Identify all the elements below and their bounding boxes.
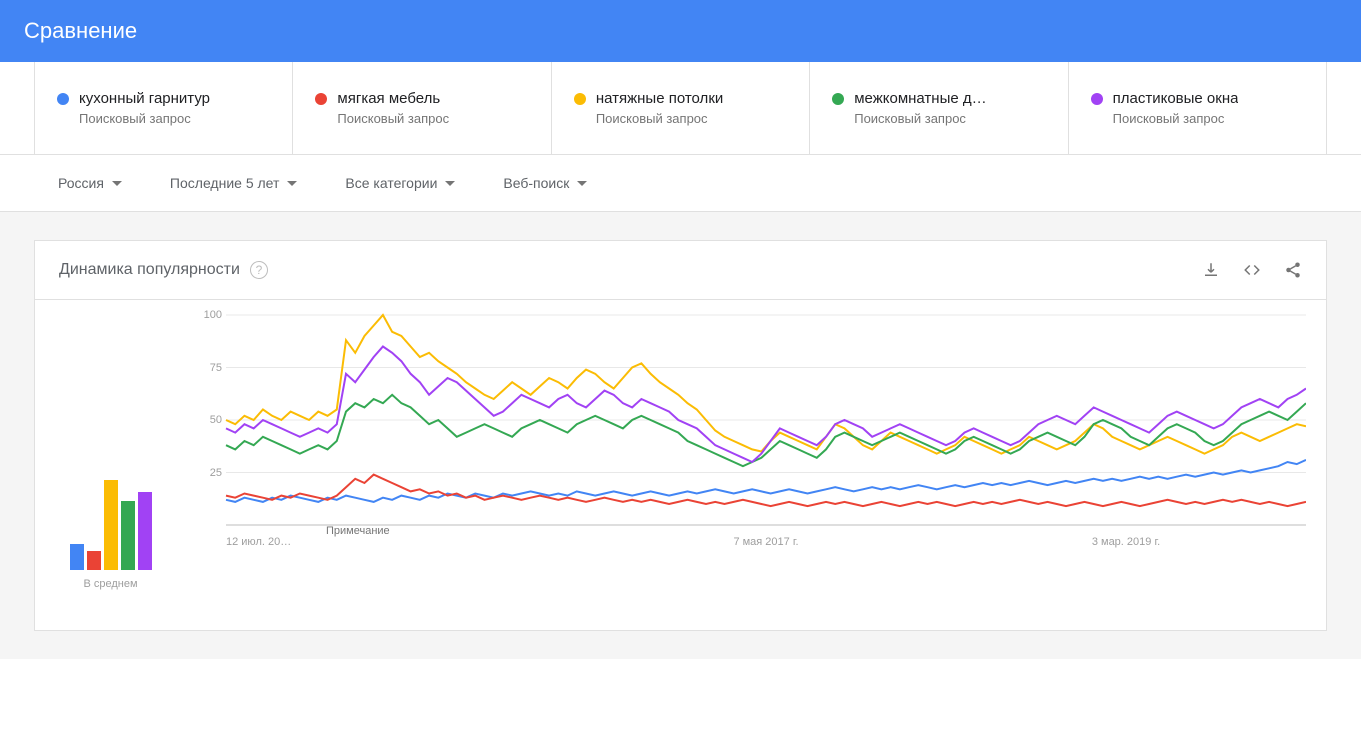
y-axis-label: 50 <box>210 414 222 426</box>
page-header: Сравнение <box>0 0 1361 62</box>
term-color-dot <box>574 93 586 105</box>
term-color-dot <box>315 93 327 105</box>
x-axis-label: 12 июл. 20… <box>226 536 586 548</box>
chevron-down-icon <box>287 181 297 186</box>
embed-icon[interactable] <box>1242 261 1262 279</box>
term-card[interactable]: кухонный гарнитур Поисковый запрос <box>34 62 292 154</box>
filter-category-label: Все категории <box>345 175 437 191</box>
line-chart: 25 50 75 100 Примечание 12 июл. 20…7 мая 20… <box>186 310 1306 590</box>
term-color-dot <box>57 93 69 105</box>
term-card[interactable]: пластиковые окна Поисковый запрос <box>1068 62 1327 154</box>
term-card[interactable]: межкомнатные д… Поисковый запрос <box>809 62 1067 154</box>
download-icon[interactable] <box>1202 261 1220 279</box>
term-label: натяжные потолки <box>596 90 723 107</box>
filter-search-type-label: Веб-поиск <box>503 175 569 191</box>
filter-period[interactable]: Последние 5 лет <box>170 175 297 191</box>
panel-title: Динамика популярности <box>59 261 240 279</box>
chart-series-line <box>226 315 1306 454</box>
share-icon[interactable] <box>1284 261 1302 279</box>
term-subtitle: Поисковый запрос <box>596 111 787 126</box>
term-label: пластиковые окна <box>1113 90 1239 107</box>
avg-bar <box>70 544 84 570</box>
chevron-down-icon <box>577 181 587 186</box>
filter-period-label: Последние 5 лет <box>170 175 279 191</box>
avg-bar <box>138 492 152 570</box>
chart-note: Примечание <box>326 525 390 537</box>
chevron-down-icon <box>112 181 122 186</box>
compare-terms-row: кухонный гарнитурПоисковый запросмягкая … <box>0 62 1361 155</box>
term-color-dot <box>832 93 844 105</box>
y-axis-label: 25 <box>210 467 222 479</box>
filter-region[interactable]: Россия <box>58 175 122 191</box>
interest-over-time-panel: Динамика популярности ? В среднем 25 50 75… <box>34 240 1327 631</box>
term-subtitle: Поисковый запрос <box>1113 111 1304 126</box>
header-title: Сравнение <box>24 18 137 43</box>
term-color-dot <box>1091 93 1103 105</box>
average-column: В среднем <box>55 310 166 590</box>
filter-search-type[interactable]: Веб-поиск <box>503 175 587 191</box>
term-label: межкомнатные д… <box>854 90 986 107</box>
term-label: кухонный гарнитур <box>79 90 210 107</box>
filter-category[interactable]: Все категории <box>345 175 455 191</box>
x-axis-label: 3 мар. 2019 г. <box>946 536 1306 548</box>
term-label: мягкая мебель <box>337 90 440 107</box>
term-card[interactable]: натяжные потолки Поисковый запрос <box>551 62 809 154</box>
filters-bar: Россия Последние 5 лет Все категории Веб… <box>0 155 1361 212</box>
chart-series-line <box>226 347 1306 463</box>
avg-bar <box>121 501 135 570</box>
term-card[interactable]: мягкая мебель Поисковый запрос <box>292 62 550 154</box>
y-axis-label: 75 <box>210 362 222 374</box>
x-axis-label: 7 мая 2017 г. <box>586 536 946 548</box>
chart-series-line <box>226 475 1306 507</box>
term-subtitle: Поисковый запрос <box>854 111 1045 126</box>
term-subtitle: Поисковый запрос <box>79 111 270 126</box>
y-axis-label: 100 <box>204 309 222 321</box>
avg-bar <box>104 480 118 570</box>
term-subtitle: Поисковый запрос <box>337 111 528 126</box>
help-icon[interactable]: ? <box>250 261 268 279</box>
average-label: В среднем <box>55 578 166 590</box>
chevron-down-icon <box>445 181 455 186</box>
avg-bar <box>87 551 101 570</box>
filter-region-label: Россия <box>58 175 104 191</box>
